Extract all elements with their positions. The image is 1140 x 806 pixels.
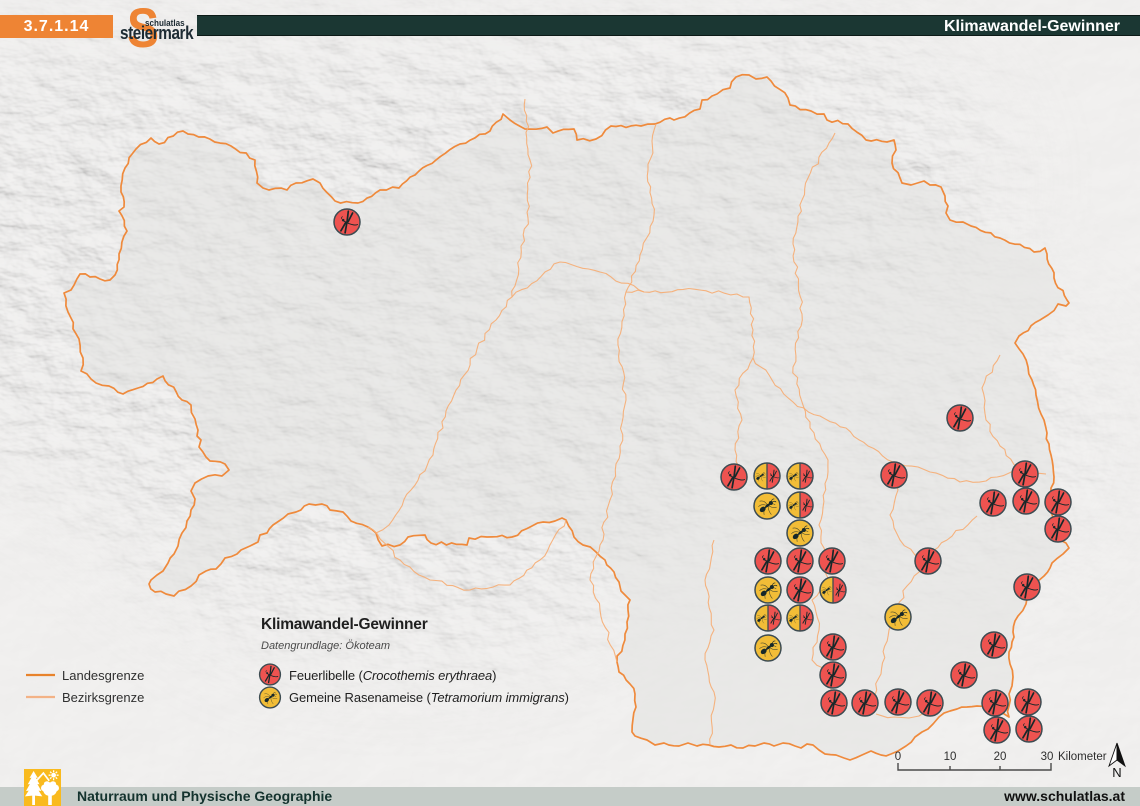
svg-text:30: 30 [1041, 751, 1054, 763]
svg-text:Kilometer: Kilometer [1058, 751, 1107, 763]
svg-text:N: N [1112, 765, 1121, 780]
svg-text:20: 20 [994, 751, 1007, 763]
svg-text:Bezirksgrenze: Bezirksgrenze [62, 690, 144, 705]
svg-text:Feuerlibelle (Crocothemis eryt: Feuerlibelle (Crocothemis erythraea) [289, 668, 496, 683]
svg-text:Landesgrenze: Landesgrenze [62, 668, 144, 683]
svg-text:10: 10 [944, 751, 957, 763]
svg-text:Datengrundlage: Ökoteam: Datengrundlage: Ökoteam [261, 640, 390, 652]
svg-text:Gemeine Rasenameise (Tetramori: Gemeine Rasenameise (Tetramorium immigra… [289, 690, 569, 705]
svg-text:0: 0 [895, 751, 901, 763]
svg-text:Klimawandel-Gewinner: Klimawandel-Gewinner [261, 616, 428, 633]
